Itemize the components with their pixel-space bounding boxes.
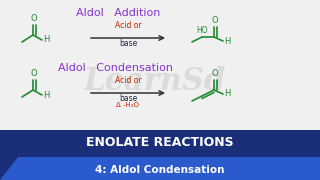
Text: H: H <box>43 91 49 100</box>
Text: Aldol   Condensation: Aldol Condensation <box>58 63 172 73</box>
Text: Acid or: Acid or <box>115 76 141 85</box>
Text: Acid or: Acid or <box>115 21 141 30</box>
Text: base: base <box>119 39 137 48</box>
Text: O: O <box>212 16 218 25</box>
Polygon shape <box>0 157 320 180</box>
Text: ENOLATE REACTIONS: ENOLATE REACTIONS <box>86 136 234 150</box>
Text: LearnSd: LearnSd <box>84 66 226 98</box>
Text: H: H <box>224 37 230 46</box>
Text: O: O <box>31 14 37 23</box>
Polygon shape <box>0 130 320 180</box>
Text: base: base <box>119 94 137 103</box>
Text: O: O <box>31 69 37 78</box>
Text: Δ -H₂O: Δ -H₂O <box>116 102 140 108</box>
Text: HO: HO <box>196 26 208 35</box>
Text: H: H <box>43 35 49 44</box>
Text: H: H <box>224 89 230 98</box>
Text: O: O <box>212 69 218 78</box>
Text: Aldol   Addition: Aldol Addition <box>76 8 160 18</box>
Polygon shape <box>0 157 18 180</box>
Text: 4: Aldol Condensation: 4: Aldol Condensation <box>95 165 225 175</box>
